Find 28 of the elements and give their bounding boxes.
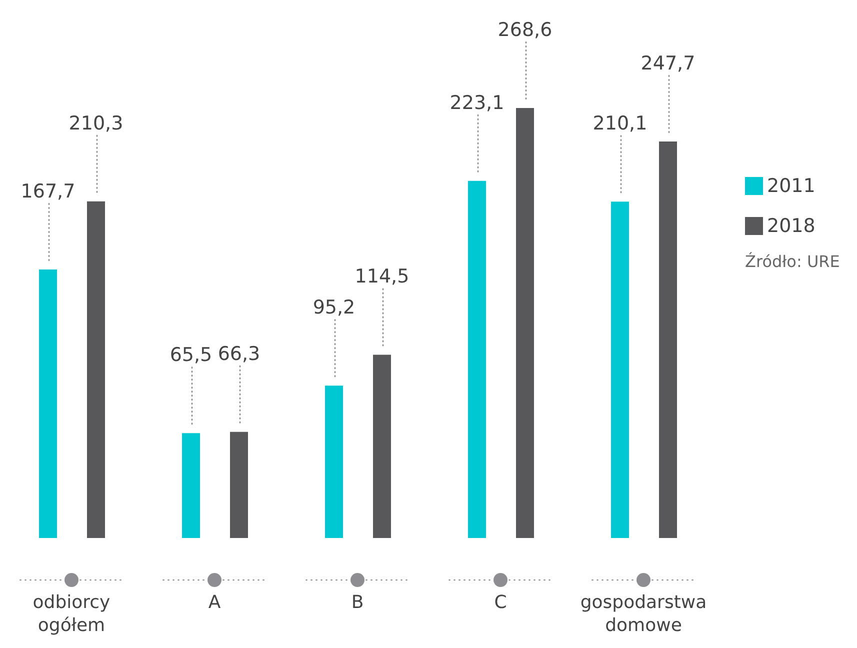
bar: [87, 201, 105, 538]
bar: [182, 433, 200, 538]
bar: [373, 354, 391, 538]
data-label: 65,5: [170, 344, 212, 366]
data-label: 210,3: [68, 112, 124, 134]
bar: [659, 141, 677, 538]
data-label: 114,5: [354, 266, 410, 288]
x-tick-label: C: [494, 592, 507, 613]
bar: [325, 386, 343, 538]
data-label: 223,1: [450, 92, 504, 114]
data-label: 268,6: [498, 19, 552, 41]
bar: [611, 202, 629, 538]
x-tick-label: odbiorcy ogółem: [32, 592, 111, 636]
bar: [39, 270, 57, 538]
data-label: 210,1: [592, 112, 648, 135]
x-tick-label: A: [208, 592, 222, 613]
x-tick-label: gospodarstwa domowe: [580, 592, 707, 636]
bar: [230, 432, 248, 538]
data-label: 95,2: [312, 296, 356, 319]
legend-label: 2011: [767, 175, 816, 197]
bar: [516, 108, 534, 538]
text: Źródło: URE: [745, 252, 840, 271]
x-tick-label: B: [351, 592, 364, 613]
data-label: 167,7: [20, 180, 76, 203]
legend-label: 2018: [767, 215, 816, 237]
data-label: 247,7: [640, 52, 696, 74]
bar: [468, 180, 486, 538]
data-label: 66,3: [218, 342, 260, 365]
